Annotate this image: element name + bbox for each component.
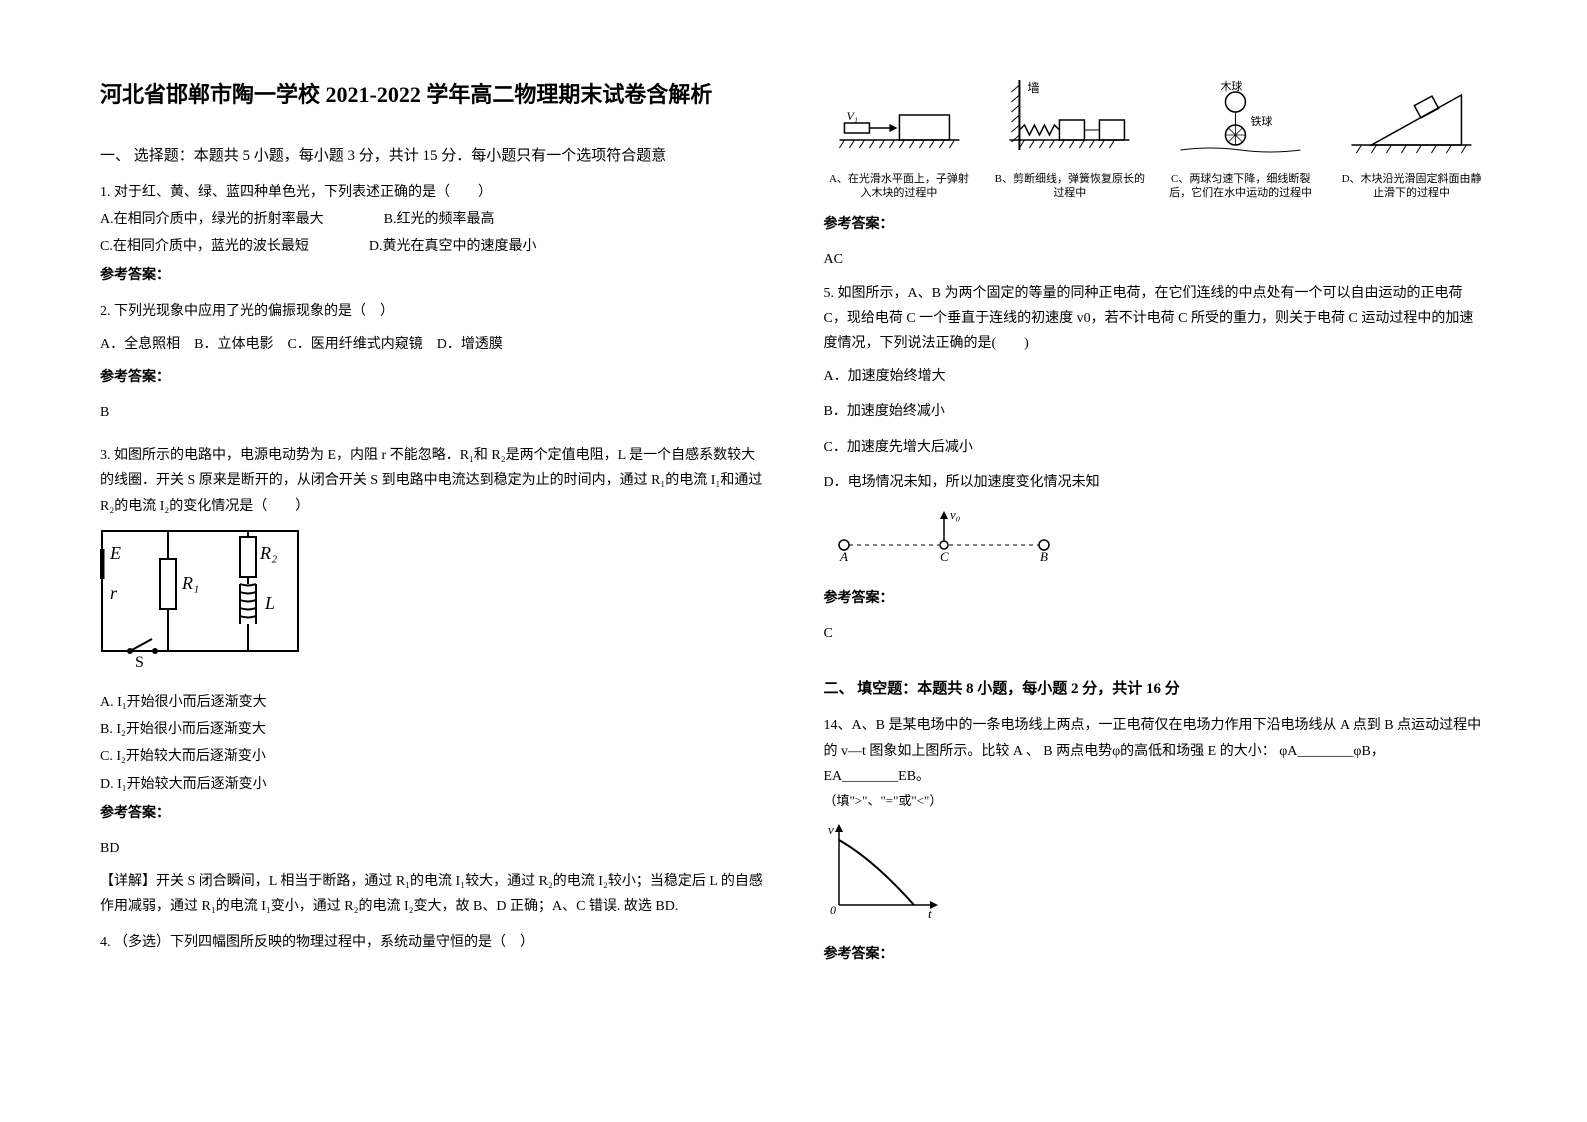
q14-note: （填">"、"="或"<"） [824,789,1488,812]
question-3: 3. 如图所示的电路中，电源电动势为 E，内阻 r 不能忽略．R₁和 R₂是两个… [100,443,764,919]
q1-options-row2: C.在相同介质中，蓝光的波长最短 D.黄光在真空中的速度最小 [100,234,764,259]
question-5: 5. 如图所示，A、B 为两个固定的等量的同种正电荷，在它们连线的中点处有一个可… [824,281,1488,655]
q2-options: A．全息照相 B．立体电影 C．医用纤维式内窥镜 D．增透膜 [100,332,764,357]
label-v0: v₀ [950,507,960,522]
q5-answer: C [824,621,1488,646]
circuit-diagram: E r R₁ R₂ L S [100,529,300,669]
right-column: V₁ A、在光滑水平面上，子弹射入木块的过程中 墙 [824,80,1488,1082]
label-r: r [110,583,118,603]
figure-c-svg: 木球 铁球 [1165,80,1316,160]
q5-text: 5. 如图所示，A、B 为两个固定的等量的同种正电荷，在它们连线的中点处有一个可… [824,281,1488,357]
q3-answer-label: 参考答案： [100,801,764,826]
section-2-heading: 二、 填空题：本题共 8 小题，每小题 2 分，共计 16 分 [824,676,1488,703]
q5-opt-d: D．电场情况未知，所以加速度变化情况未知 [824,470,1488,495]
figure-b: 墙 B、剪断细线，弹簧恢复原长的过程中 [994,80,1145,200]
q14-text: 14、A、B 是某电场中的一条电场线上两点，一正电荷仅在电场力作用下沿电场线从 … [824,713,1488,789]
q4-figures: V₁ A、在光滑水平面上，子弹射入木块的过程中 墙 [824,80,1488,200]
label-iron: 铁球 [1251,114,1273,128]
question-1: 1. 对于红、黄、绿、蓝四种单色光，下列表述正确的是（ ） A.在相同介质中，绿… [100,180,764,289]
q1-opt-c: C.在相同介质中，蓝光的波长最短 [100,234,309,259]
q3-text: 3. 如图所示的电路中，电源电动势为 E，内阻 r 不能忽略．R₁和 R₂是两个… [100,443,764,519]
figure-c: 木球 铁球 C、两球匀速下降，细线断裂后，它们在水中运动的过程中 [1165,80,1316,200]
question-14: 14、A、B 是某电场中的一条电场线上两点，一正电荷仅在电场力作用下沿电场线从 … [824,713,1488,966]
label-v1: V₁ [846,109,858,123]
charge-diagram: v₀ A C B [824,505,1064,565]
label-wood: 木球 [1221,80,1243,93]
q3-options: A. I₁开始很小而后逐渐变大 B. I₂开始很小而后逐渐变大 C. I₂开始较… [100,690,764,797]
q3-answer: BD [100,836,764,861]
figure-d-caption: D、木块沿光滑固定斜面由静止滑下的过程中 [1336,172,1487,201]
figure-b-caption: B、剪断细线，弹簧恢复原长的过程中 [994,172,1145,201]
document-title: 河北省邯郸市陶一学校 2021-2022 学年高二物理期末试卷含解析 [100,80,764,111]
figure-b-svg: 墙 [994,80,1145,160]
vt-graph: v t 0 [824,820,944,920]
label-E: E [109,543,121,563]
figure-c-caption: C、两球匀速下降，细线断裂后，它们在水中运动的过程中 [1165,172,1316,201]
label-t: t [928,906,932,920]
q5-opt-a: A．加速度始终增大 [824,364,1488,389]
q5-opt-b: B．加速度始终减小 [824,399,1488,424]
svg-text:0: 0 [830,903,836,917]
q3-opt-b: B. I₂开始很小而后逐渐变大 [100,717,764,742]
q3-opt-c: C. I₂开始较大而后逐渐变小 [100,744,764,769]
q1-opt-b: B.红光的频率最高 [384,207,495,232]
figure-a: V₁ A、在光滑水平面上，子弹射入木块的过程中 [824,80,975,200]
q14-answer-label: 参考答案： [824,942,1488,967]
q4-answer: AC [824,247,1488,272]
q4-answer-label: 参考答案： [824,212,1488,237]
q3-opt-d: D. I₁开始较大而后逐渐变小 [100,772,764,797]
figure-d-svg [1336,80,1487,160]
q1-answer-label: 参考答案： [100,263,764,288]
figure-a-svg: V₁ [824,80,975,160]
label-B: B [1040,549,1048,564]
left-column: 河北省邯郸市陶一学校 2021-2022 学年高二物理期末试卷含解析 一、 选择… [100,80,764,1082]
q5-opt-c: C．加速度先增大后减小 [824,435,1488,460]
question-2: 2. 下列光现象中应用了光的偏振现象的是（ ） A．全息照相 B．立体电影 C．… [100,299,764,434]
label-S: S [135,654,144,669]
q3-explain: 【详解】开关 S 闭合瞬间，L 相当于断路，通过 R₁的电流 I₁较大，通过 R… [100,869,764,919]
q3-opt-a: A. I₁开始很小而后逐渐变大 [100,690,764,715]
q1-opt-d: D.黄光在真空中的速度最小 [369,234,537,259]
label-C: C [940,549,949,564]
q5-answer-label: 参考答案： [824,586,1488,611]
label-R2: R₂ [259,543,277,563]
q2-text: 2. 下列光现象中应用了光的偏振现象的是（ ） [100,299,764,324]
q2-answer: B [100,400,764,425]
label-R1: R₁ [181,573,199,593]
figure-a-caption: A、在光滑水平面上，子弹射入木块的过程中 [824,172,975,201]
q1-opt-a: A.在相同介质中，绿光的折射率最大 [100,207,324,232]
label-A: A [839,549,848,564]
label-L: L [264,593,275,613]
q1-options-row1: A.在相同介质中，绿光的折射率最大 B.红光的频率最高 [100,207,764,232]
q4-text: 4. （多选）下列四幅图所反映的物理过程中，系统动量守恒的是（ ） [100,930,764,955]
section-1-heading: 一、 选择题：本题共 5 小题，每小题 3 分，共计 15 分．每小题只有一个选… [100,143,764,170]
q5-options: A．加速度始终增大 B．加速度始终减小 C．加速度先增大后减小 D．电场情况未知… [824,364,1488,495]
label-wall: 墙 [1028,81,1040,95]
label-v: v [828,822,834,837]
figure-d: D、木块沿光滑固定斜面由静止滑下的过程中 [1336,80,1487,200]
q2-answer-label: 参考答案： [100,365,764,390]
q1-text: 1. 对于红、黄、绿、蓝四种单色光，下列表述正确的是（ ） [100,180,764,205]
